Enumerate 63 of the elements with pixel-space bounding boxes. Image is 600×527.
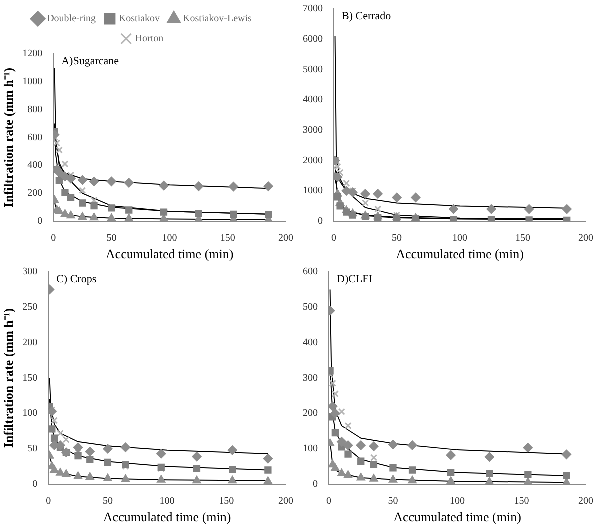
y-tick-label: 300: [303, 372, 318, 384]
x-axis-title: Accumulated time (min): [396, 246, 524, 262]
x-tick-label: 200: [578, 496, 594, 508]
y-tick-label: 600: [28, 132, 43, 144]
legend-label: Horton: [135, 34, 164, 45]
y-tick-label: 150: [22, 372, 38, 384]
y-tick-label: 6000: [303, 34, 323, 45]
x-tick-label: 0: [332, 233, 336, 244]
y-tick-label: 100: [303, 444, 318, 455]
y-tick-label: 4000: [303, 94, 323, 106]
legend-label: Double-ring: [47, 14, 96, 25]
y-tick-label: 3000: [303, 124, 323, 136]
y-tick-label: 400: [28, 160, 43, 172]
y-axis-title: Infiltration rate (mm h⁻¹): [1, 308, 16, 448]
y-tick-label: 1200: [22, 48, 43, 60]
y-tick-label: 0: [32, 479, 38, 490]
x-tick-label: 100: [450, 496, 465, 508]
y-tick-label: 400: [303, 337, 318, 348]
y-tick-label: 0: [313, 479, 318, 490]
x-tick-label: 50: [106, 233, 117, 244]
x-tick-label: 200: [278, 233, 294, 244]
y-tick-label: 50: [28, 444, 38, 455]
y-tick-label: 0: [38, 216, 43, 228]
x-tick-label: 150: [220, 233, 236, 244]
x-tick-label: 150: [516, 233, 530, 244]
legend-label: Kostiakov: [118, 14, 160, 25]
x-tick-label: 200: [578, 233, 594, 244]
y-tick-label: 1000: [303, 186, 323, 197]
x-axis-title: Accumulated time (min): [103, 510, 232, 525]
y-tick-label: 500: [303, 302, 318, 314]
y-tick-label: 5000: [303, 64, 323, 76]
y-tick-label: 2000: [303, 155, 323, 166]
x-axis-title: Accumulated time (min): [394, 510, 522, 525]
x-tick-label: 0: [46, 496, 52, 508]
y-tick-label: 100: [22, 408, 38, 420]
x-tick-label: 200: [278, 496, 294, 508]
y-tick-label: 200: [303, 408, 318, 420]
y-tick-label: 800: [28, 104, 43, 116]
y-tick-label: 1000: [22, 76, 43, 88]
y-tick-label: 0: [318, 216, 323, 228]
y-tick-label: 300: [22, 266, 38, 278]
chart-title: C) Crops: [56, 273, 97, 286]
x-tick-label: 150: [514, 496, 530, 508]
x-tick-label: 0: [51, 233, 56, 244]
x-tick-label: 0: [326, 496, 332, 508]
chart-title: A)Sugarcane: [62, 55, 120, 68]
x-tick-label: 100: [160, 496, 175, 508]
legend-label: Kostiakov-Lewis: [183, 14, 252, 25]
x-tick-label: 50: [392, 233, 402, 244]
x-axis-title: Accumulated time (min): [106, 246, 234, 262]
x-tick-label: 50: [388, 496, 398, 508]
x-tick-label: 100: [162, 233, 178, 244]
y-tick-label: 200: [28, 188, 43, 200]
chart-title: B) Cerrado: [342, 10, 392, 22]
y-tick-label: 250: [22, 302, 38, 314]
y-tick-label: 600: [303, 266, 318, 278]
chart-title: D)CLFI: [337, 273, 373, 286]
y-axis-title: Infiltration rate (mm h⁻¹): [1, 68, 16, 208]
x-tick-label: 50: [102, 496, 113, 508]
y-tick-label: 200: [22, 337, 38, 348]
x-tick-label: 100: [452, 233, 468, 244]
x-tick-label: 150: [219, 496, 234, 508]
y-tick-label: 7000: [303, 4, 323, 15]
